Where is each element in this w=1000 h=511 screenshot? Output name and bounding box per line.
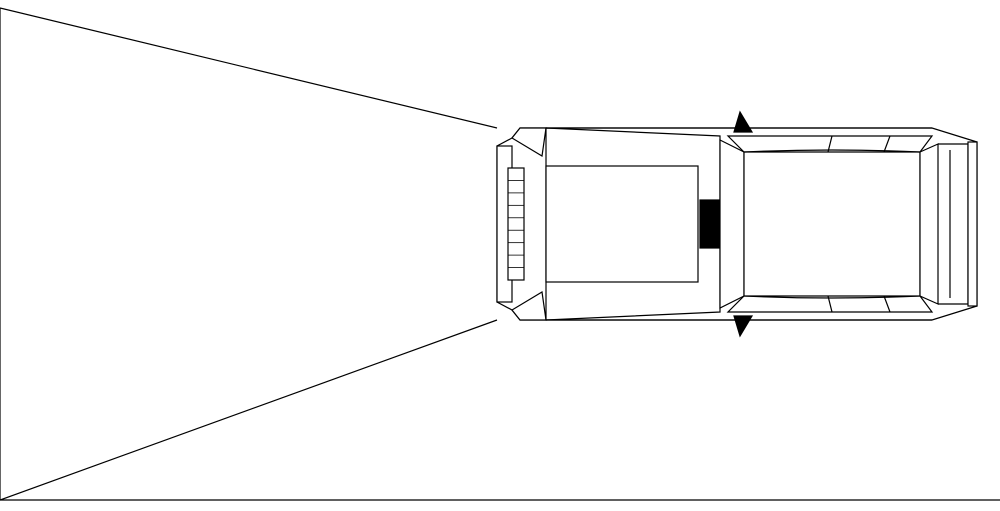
diagram-canvas [0,0,1000,511]
car-fov-diagram [0,0,1000,511]
